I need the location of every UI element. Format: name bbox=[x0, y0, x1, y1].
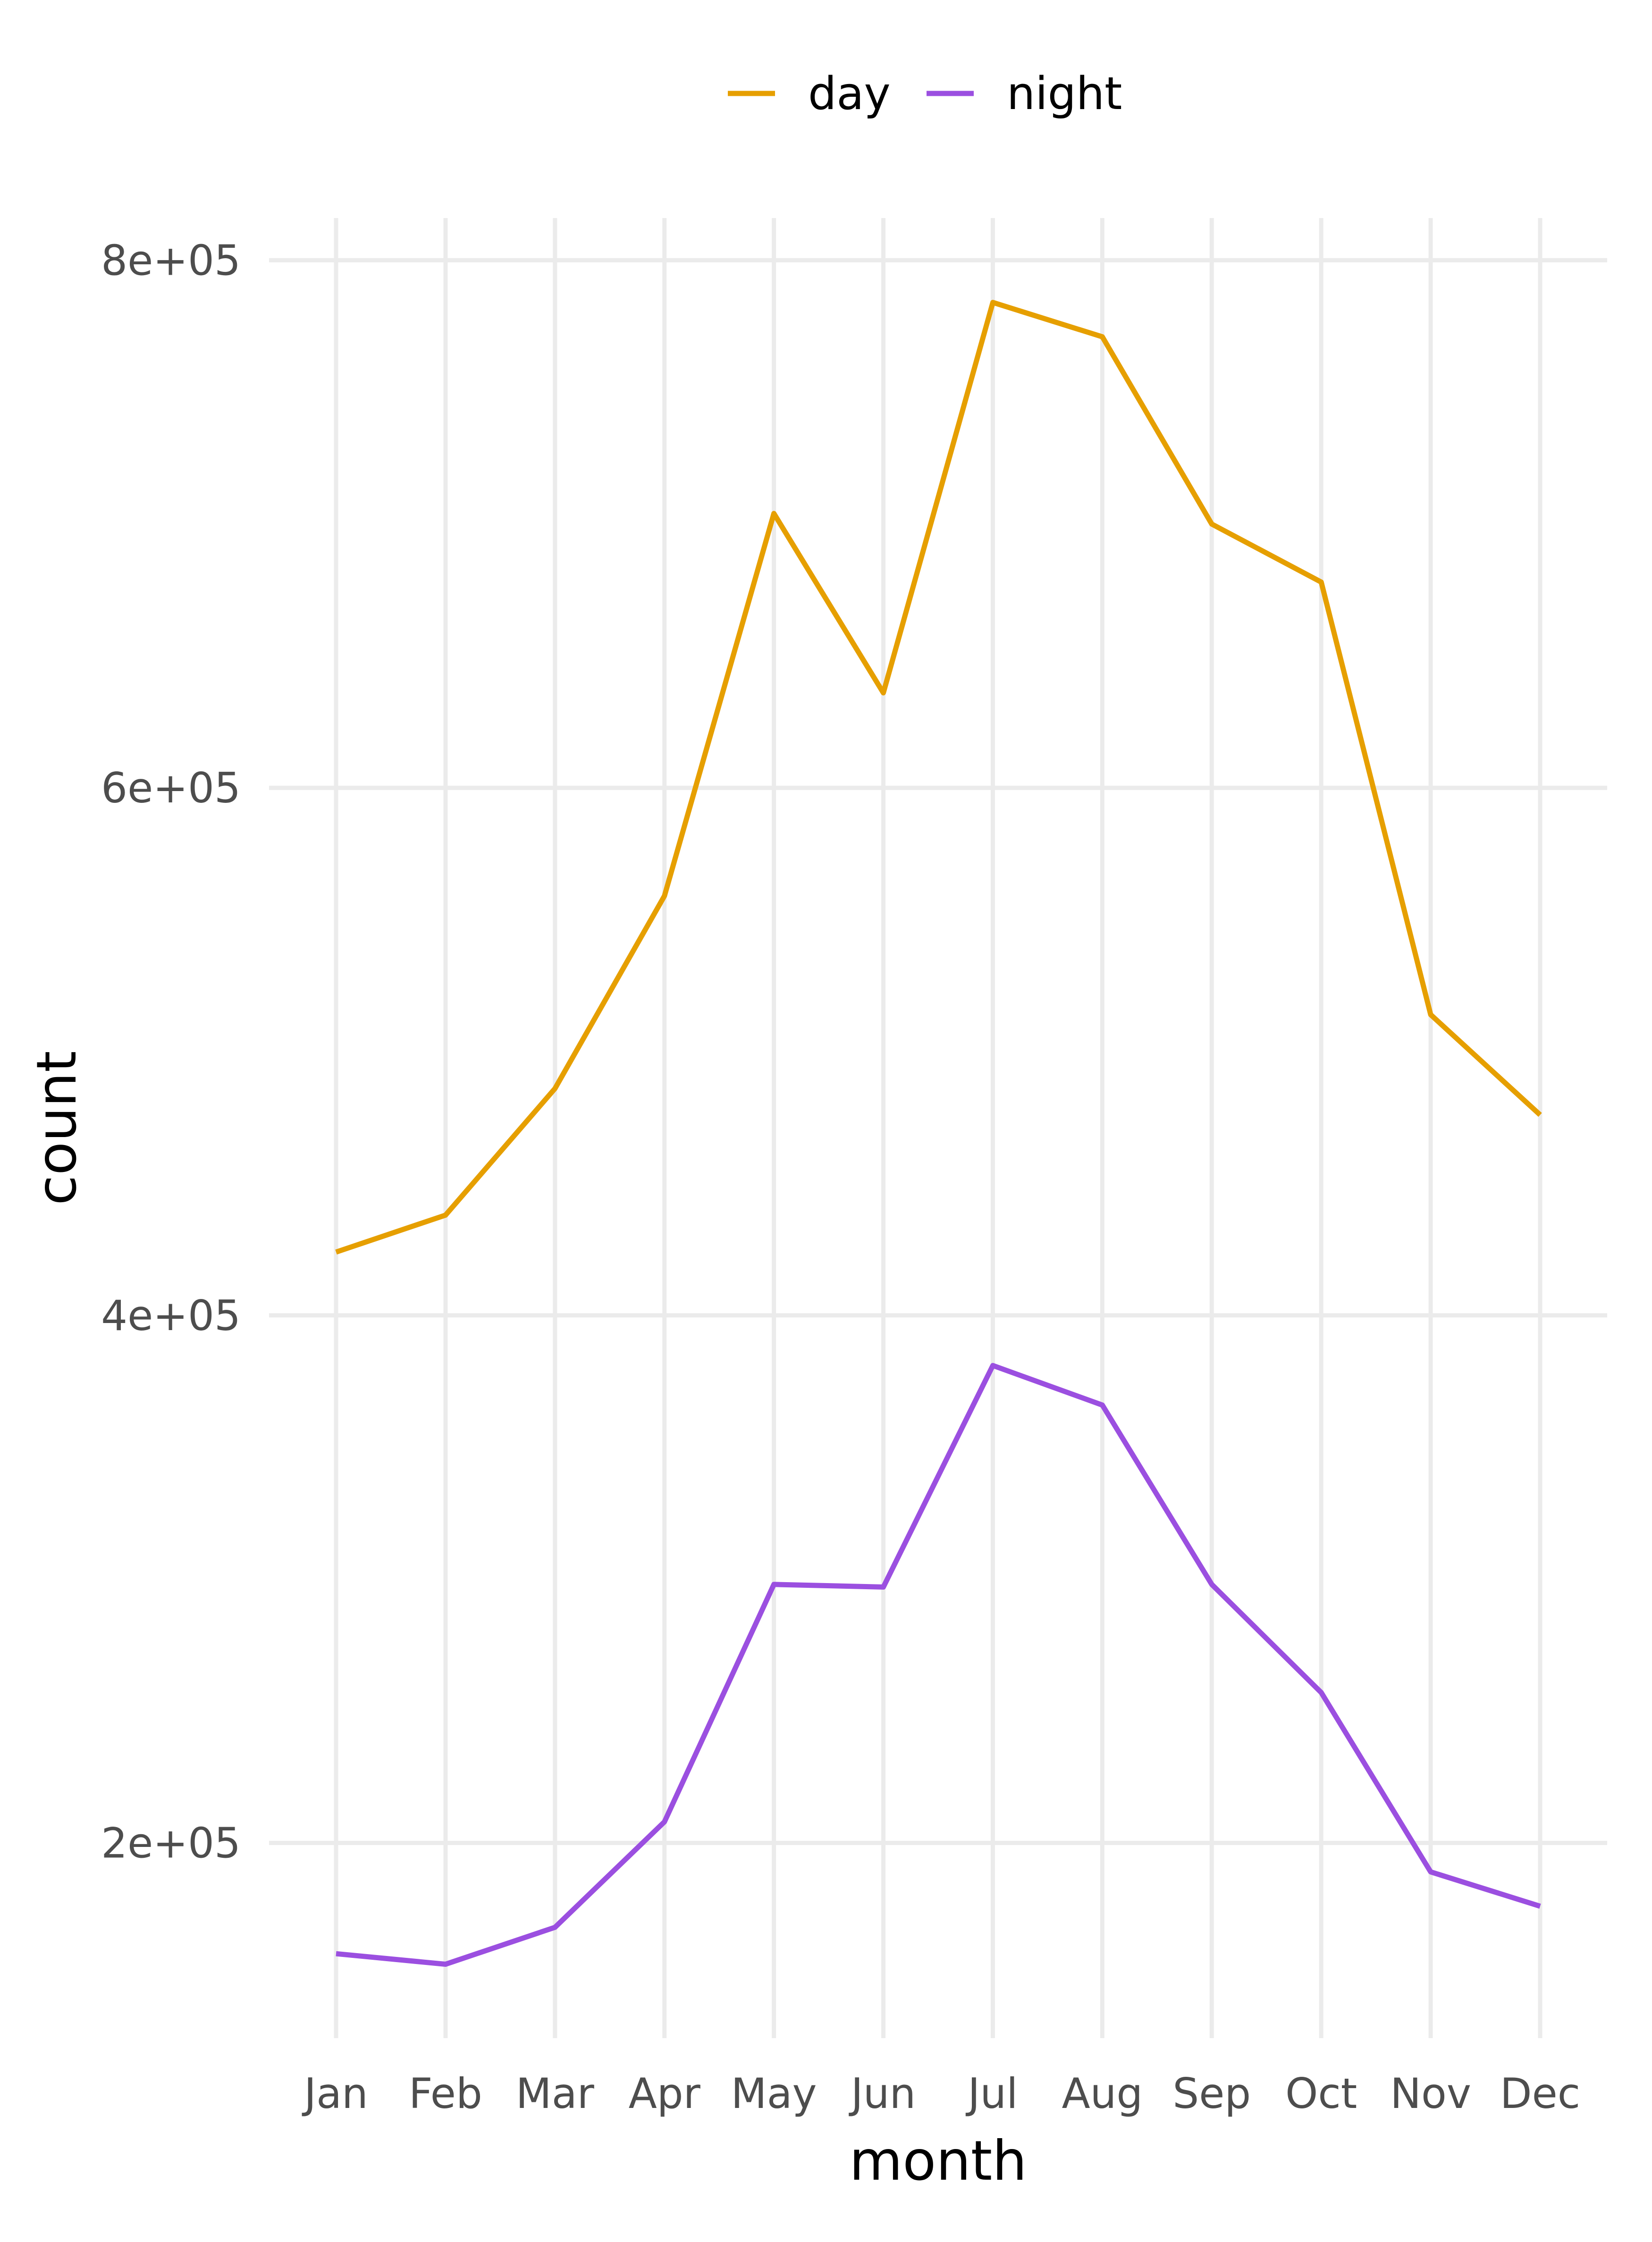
y-axis-title: count bbox=[25, 1051, 89, 1205]
grid-lines bbox=[269, 218, 1607, 2038]
y-axis-ticks: 2e+05 4e+05 6e+05 8e+05 bbox=[101, 236, 241, 1867]
y-tick-label: 8e+05 bbox=[101, 236, 241, 285]
y-tick-label: 4e+05 bbox=[101, 1291, 241, 1340]
x-tick-label: Jan bbox=[302, 2069, 368, 2118]
legend-label: night bbox=[1007, 68, 1122, 120]
series-line-night bbox=[336, 1363, 1541, 1967]
x-tick-label: Oct bbox=[1285, 2069, 1357, 2118]
x-tick-label: Jun bbox=[849, 2069, 916, 2118]
x-tick-label: Mar bbox=[516, 2069, 595, 2118]
legend-item-night: night bbox=[927, 68, 1122, 120]
x-axis-ticks: Jan Feb Mar Apr May Jun Jul Aug Sep Oct Nov Dec bbox=[302, 2069, 1580, 2118]
series-lines bbox=[335, 300, 1542, 1967]
series-line-day bbox=[335, 300, 1542, 1255]
x-tick-label: Dec bbox=[1500, 2069, 1580, 2118]
x-tick-label: Aug bbox=[1062, 2069, 1143, 2118]
y-tick-label: 2e+05 bbox=[101, 1819, 241, 1867]
legend: day night bbox=[728, 68, 1122, 120]
x-tick-label: May bbox=[731, 2069, 817, 2118]
y-tick-label: 6e+05 bbox=[101, 764, 241, 812]
x-tick-label: Apr bbox=[629, 2069, 701, 2118]
x-axis-title: month bbox=[849, 2129, 1027, 2193]
legend-label: day bbox=[808, 68, 891, 120]
x-tick-label: Jul bbox=[965, 2069, 1018, 2118]
legend-item-day: day bbox=[728, 68, 891, 120]
x-tick-label: Sep bbox=[1172, 2069, 1251, 2118]
x-tick-label: Feb bbox=[409, 2069, 482, 2118]
x-tick-label: Nov bbox=[1390, 2069, 1471, 2118]
